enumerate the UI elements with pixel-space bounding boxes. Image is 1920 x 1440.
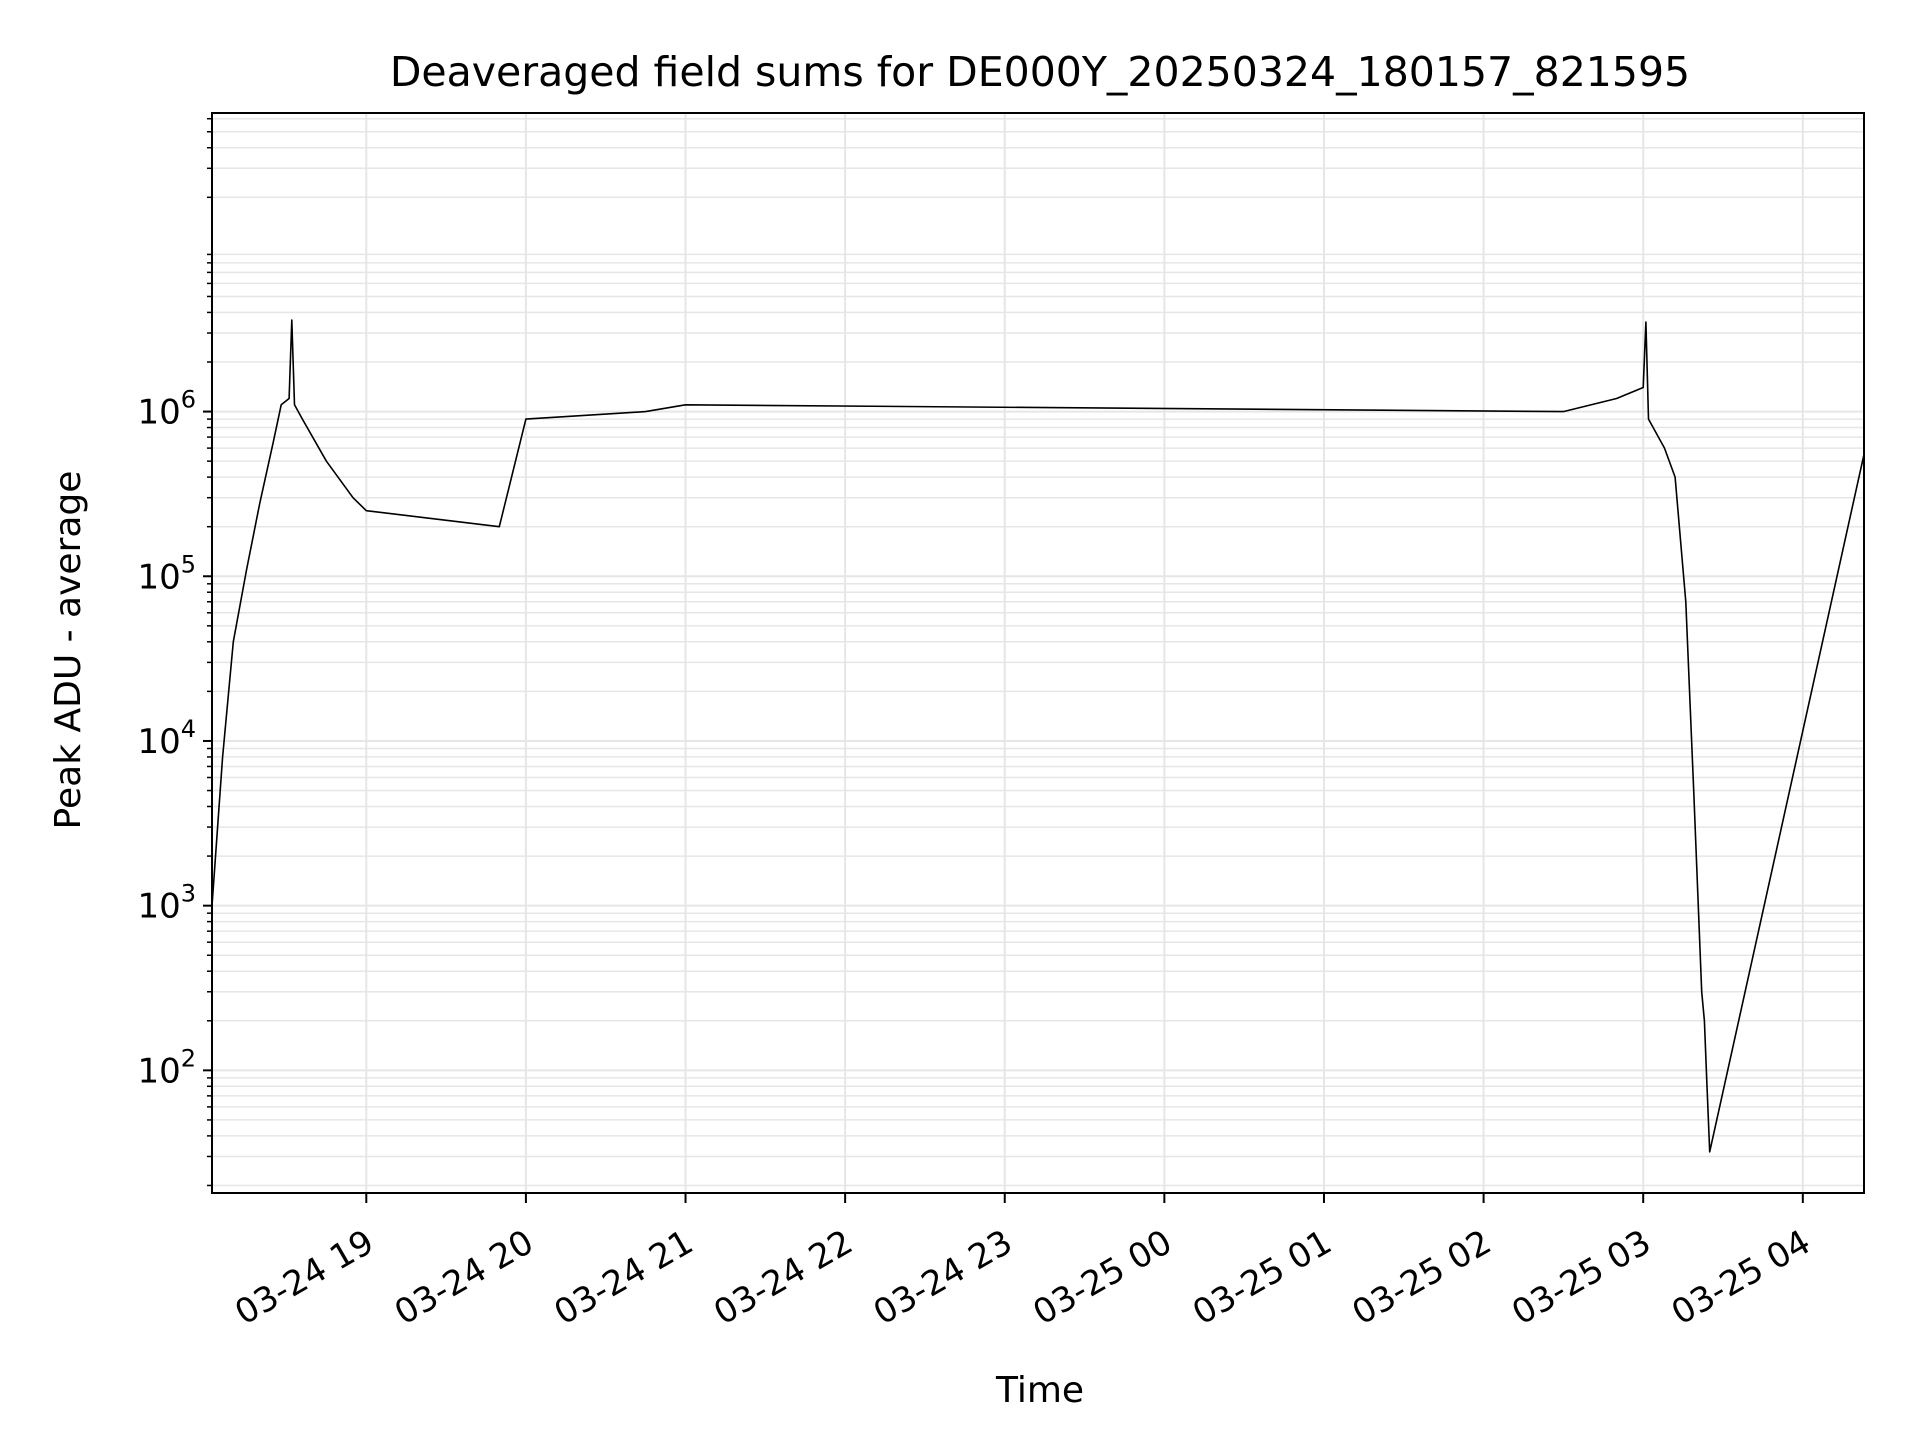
series-line [211,319,1865,1153]
y-tick-label: 102 [137,1044,196,1091]
y-axis-ticks: 102 103 104 105 106 [137,117,212,1187]
chart-title: Deaveraged field sums for DE000Y_2025032… [390,48,1690,96]
y-axis-label: Peak ADU - average [48,471,89,830]
major-gridlines [212,113,1864,1193]
y-tick-label: 104 [137,715,196,762]
y-tick-label: 105 [137,550,196,597]
series-line-layer [211,319,1865,1153]
x-axis-label: Time [995,1370,1084,1411]
y-tick-label: 103 [137,880,196,927]
y-tick-label: 106 [137,386,196,433]
plot-frame [211,112,1865,1194]
minor-gridlines [212,117,1864,1187]
